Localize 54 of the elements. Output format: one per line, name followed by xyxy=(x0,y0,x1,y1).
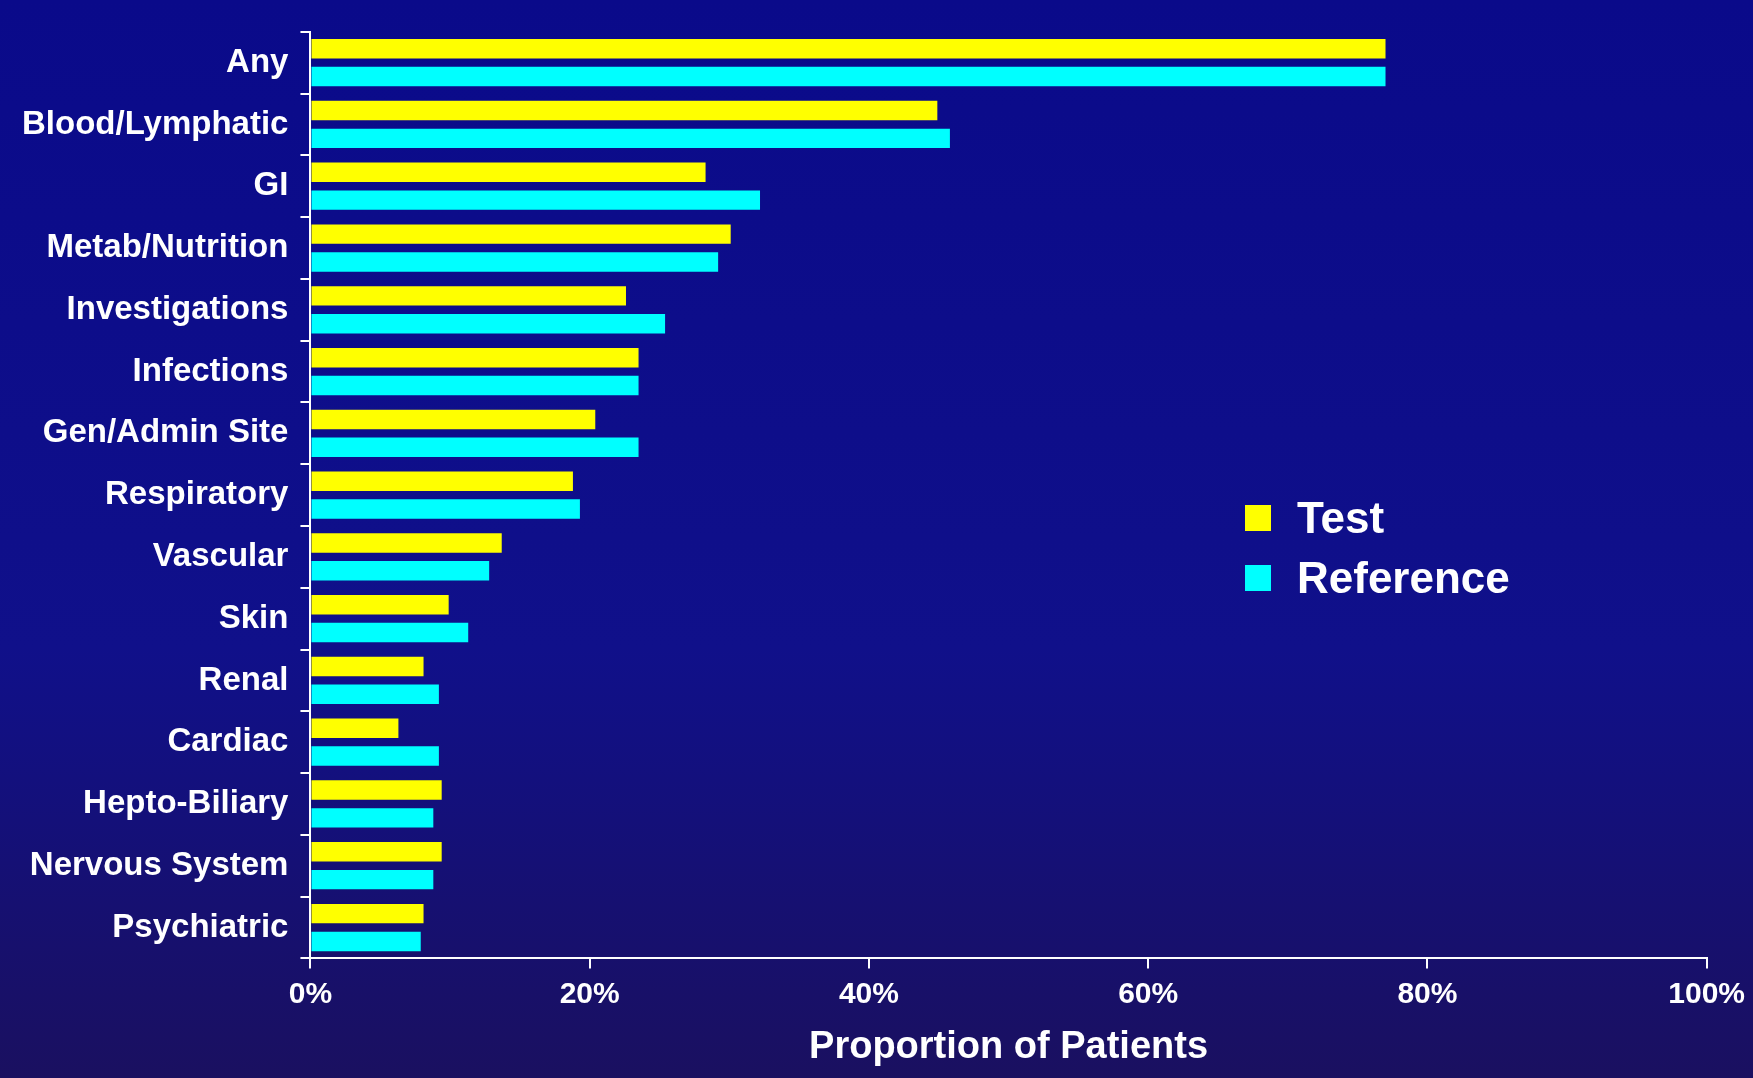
bar xyxy=(311,499,580,519)
y-tick-label: Respiratory xyxy=(105,474,290,512)
y-tick-label: Skin xyxy=(218,597,289,635)
y-tick-label: Cardiac xyxy=(167,721,289,759)
bar xyxy=(311,252,719,272)
x-tick-label: 0% xyxy=(288,975,333,1009)
x-tick-label: 80% xyxy=(1397,975,1458,1009)
bar xyxy=(311,533,502,553)
y-tick-label: GI xyxy=(253,165,289,203)
bar xyxy=(311,437,639,457)
bar xyxy=(311,684,439,705)
y-tick-label: Nervous System xyxy=(29,844,289,882)
bar xyxy=(311,190,761,210)
bar xyxy=(311,162,706,183)
x-tick-label: 40% xyxy=(838,975,899,1009)
bar xyxy=(311,128,950,149)
y-tick-label: Infections xyxy=(132,350,289,388)
bar xyxy=(311,780,442,800)
legend-label: Reference xyxy=(1297,553,1510,603)
bar xyxy=(311,718,399,739)
legend-label: Test xyxy=(1297,493,1385,543)
bar xyxy=(311,931,421,952)
bar xyxy=(311,347,639,368)
y-tick-label: Hepto-Biliary xyxy=(83,783,290,821)
bar xyxy=(311,313,666,334)
y-tick-label: Renal xyxy=(198,659,289,697)
bar xyxy=(311,224,731,244)
bar xyxy=(311,808,434,828)
bar xyxy=(311,409,596,430)
y-tick-label: Metab/Nutrition xyxy=(46,227,289,265)
y-tick-label: Gen/Admin Site xyxy=(42,412,289,450)
x-axis-title: Proportion of Patients xyxy=(809,1023,1209,1066)
bar xyxy=(311,471,573,491)
bar xyxy=(311,622,469,643)
bar xyxy=(311,746,439,766)
bar xyxy=(311,903,424,924)
y-tick-label: Psychiatric xyxy=(112,906,289,944)
x-tick-label: 60% xyxy=(1118,975,1179,1009)
bar xyxy=(311,595,449,615)
bar xyxy=(311,39,1386,59)
bar xyxy=(311,66,1386,87)
y-tick-label: Any xyxy=(226,41,290,79)
bar xyxy=(311,286,626,306)
bar xyxy=(311,656,424,677)
bar xyxy=(311,869,434,890)
bar xyxy=(311,375,639,396)
x-tick-label: 100% xyxy=(1668,975,1745,1009)
bar xyxy=(311,100,938,121)
x-tick-label: 20% xyxy=(559,975,620,1009)
y-tick-label: Blood/Lymphatic xyxy=(22,103,289,141)
y-tick-label: Investigations xyxy=(66,288,289,326)
bar xyxy=(311,842,442,862)
y-tick-label: Vascular xyxy=(152,535,289,573)
bar xyxy=(311,561,490,581)
